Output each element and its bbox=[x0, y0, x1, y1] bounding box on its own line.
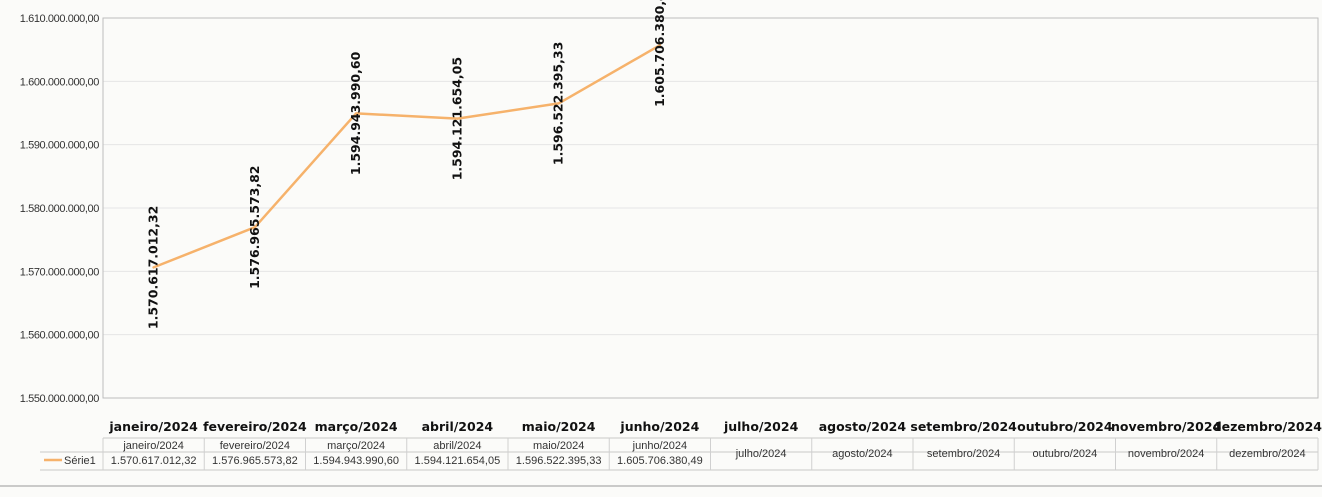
data-table: Série1 janeiro/2024 1.570.617.012,32 fevere… bbox=[0, 437, 1322, 487]
table-header-cell: fevereiro/2024 bbox=[220, 440, 290, 452]
x-tick-label: janeiro/2024 bbox=[108, 419, 198, 434]
x-tick-label: abril/2024 bbox=[422, 419, 494, 434]
table-header-cell: julho/2024 bbox=[735, 448, 787, 460]
legend-label: Série1 bbox=[64, 455, 96, 467]
table-header-cell: janeiro/2024 bbox=[122, 440, 184, 452]
x-tick-label: setembro/2024 bbox=[910, 419, 1017, 434]
data-label: 1.576.965.573,82 bbox=[247, 166, 262, 289]
table-value-cell: 1.594.121.654,05 bbox=[415, 455, 501, 467]
table-value-cell: 1.594.943.990,60 bbox=[313, 455, 399, 467]
x-tick-label: junho/2024 bbox=[619, 419, 699, 434]
data-labels: 1.570.617.012,32 1.576.965.573,82 1.594.94… bbox=[146, 0, 667, 329]
x-axis: janeiro/2024 fevereiro/2024 março/2024 abri… bbox=[108, 419, 1322, 434]
data-label: 1.596.522.395,33 bbox=[551, 42, 566, 165]
x-tick-label: maio/2024 bbox=[522, 419, 596, 434]
y-tick-label: 1.590.000.000,00 bbox=[20, 140, 100, 152]
gridlines bbox=[103, 80, 1318, 336]
x-tick-label: março/2024 bbox=[315, 419, 398, 434]
data-label: 1.570.617.012,32 bbox=[146, 206, 161, 329]
table-value-cell: 1.570.617.012,32 bbox=[111, 455, 197, 467]
x-tick-label: agosto/2024 bbox=[819, 419, 907, 434]
table-header-cell: março/2024 bbox=[327, 440, 385, 452]
y-axis: 1.550.000.000,00 1.560.000.000,00 1.570.00… bbox=[20, 13, 100, 405]
table-value-cell: 1.596.522.395,33 bbox=[516, 455, 602, 467]
table-value-cell: 1.605.706.380,49 bbox=[617, 455, 703, 467]
table-header-cell: junho/2024 bbox=[632, 440, 687, 452]
y-tick-label: 1.600.000.000,00 bbox=[20, 76, 100, 88]
x-tick-label: outubro/2024 bbox=[1017, 419, 1113, 434]
table-header-cell: maio/2024 bbox=[533, 440, 584, 452]
table-value-cell: 1.576.965.573,82 bbox=[212, 455, 298, 467]
y-tick-label: 1.560.000.000,00 bbox=[20, 330, 100, 342]
y-tick-label: 1.570.000.000,00 bbox=[20, 266, 100, 278]
y-tick-label: 1.580.000.000,00 bbox=[20, 203, 100, 215]
plot-area-border bbox=[102, 17, 1319, 399]
y-tick-label: 1.610.000.000,00 bbox=[20, 13, 100, 25]
table-header-cell: dezembro/2024 bbox=[1229, 448, 1305, 460]
table-header-cell: outubro/2024 bbox=[1032, 448, 1097, 460]
table-header-cell: abril/2024 bbox=[433, 440, 481, 452]
x-tick-label: novembro/2024 bbox=[1111, 419, 1221, 434]
data-label: 1.594.121.654,05 bbox=[449, 57, 464, 180]
data-label: 1.594.943.990,60 bbox=[348, 51, 363, 175]
x-tick-label: dezembro/2024 bbox=[1213, 419, 1322, 434]
table-header-cell: novembro/2024 bbox=[1128, 448, 1204, 460]
y-tick-label: 1.550.000.000,00 bbox=[20, 393, 100, 405]
table-header-cell: agosto/2024 bbox=[832, 448, 893, 460]
x-tick-label: fevereiro/2024 bbox=[203, 419, 307, 434]
x-tick-label: julho/2024 bbox=[723, 419, 799, 434]
data-label: 1.605.706.380,49 bbox=[652, 0, 667, 107]
table-header-cell: setembro/2024 bbox=[927, 448, 1000, 460]
series-line-serie1 bbox=[152, 43, 662, 269]
